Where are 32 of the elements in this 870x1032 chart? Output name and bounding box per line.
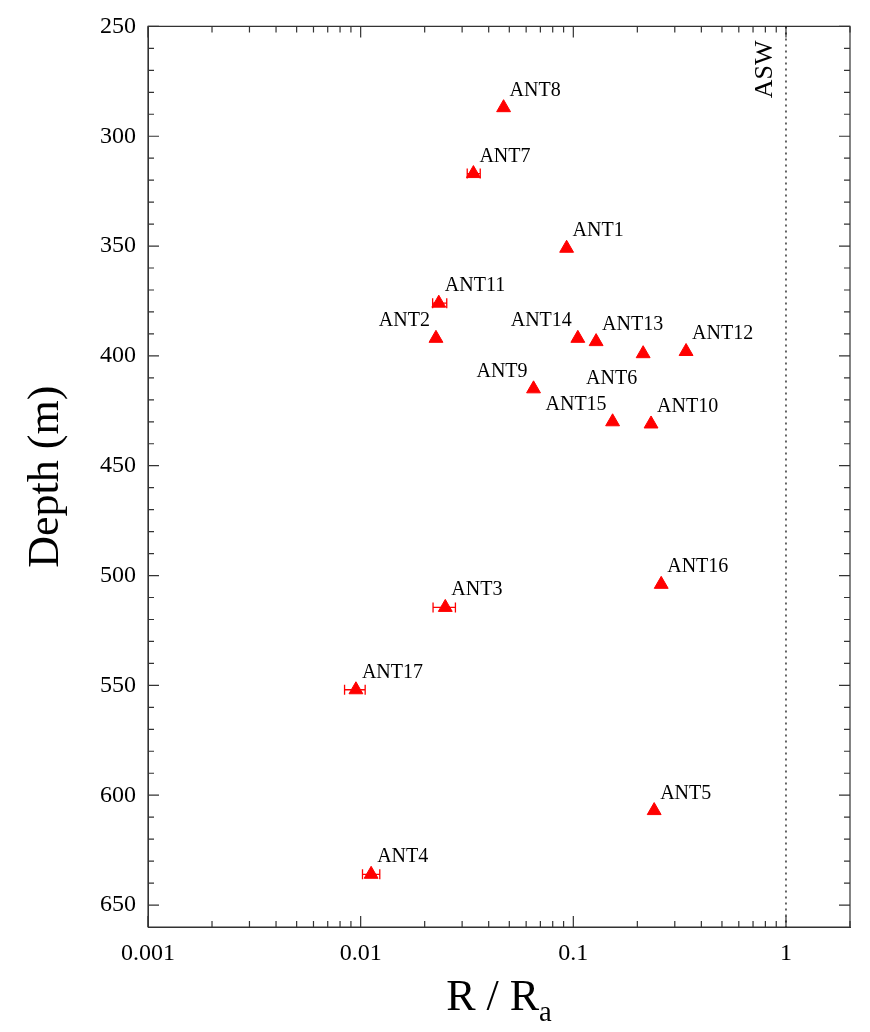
y-tick-label: 650 bbox=[100, 890, 136, 917]
x-tick-label: 0.01 bbox=[339, 938, 382, 965]
annotation: ANT17 bbox=[361, 659, 424, 682]
x-tick-label: 0.1 bbox=[558, 938, 589, 965]
x-tick-label: 0.001 bbox=[121, 938, 175, 965]
y-tick-label: 400 bbox=[100, 341, 136, 368]
ref-line-label: ASW bbox=[748, 39, 778, 99]
annotation: ANT3 bbox=[451, 577, 503, 600]
annotation: ANT1 bbox=[572, 218, 624, 241]
annotation: ANT6 bbox=[586, 365, 638, 388]
y-tick-label: 350 bbox=[100, 231, 136, 258]
annotation: ANT10 bbox=[657, 393, 719, 416]
annotation: ANT13 bbox=[602, 311, 664, 334]
annotation: ANT14 bbox=[510, 308, 572, 331]
y-tick-label: 250 bbox=[100, 11, 136, 38]
y-tick-label: 450 bbox=[100, 451, 136, 478]
annotation: ANT11 bbox=[444, 273, 506, 296]
annotation: ANT7 bbox=[479, 143, 531, 166]
y-tick-label: 300 bbox=[100, 121, 136, 148]
annotation: ANT16 bbox=[667, 554, 729, 577]
annotation: ANT15 bbox=[545, 391, 607, 414]
annotation: ANT2 bbox=[378, 308, 430, 331]
annotation: ANT12 bbox=[692, 321, 754, 344]
y-tick-label: 550 bbox=[100, 670, 136, 697]
annotation: ANT9 bbox=[476, 358, 528, 381]
y-tick-label: 600 bbox=[100, 780, 136, 807]
annotation: ANT8 bbox=[509, 77, 561, 100]
y-axis-title: Depth (m) bbox=[19, 385, 68, 568]
x-tick-label: 1 bbox=[779, 938, 792, 965]
annotation: ANT5 bbox=[660, 780, 712, 803]
y-tick-label: 500 bbox=[100, 560, 136, 587]
annotation: ANT4 bbox=[377, 844, 429, 867]
